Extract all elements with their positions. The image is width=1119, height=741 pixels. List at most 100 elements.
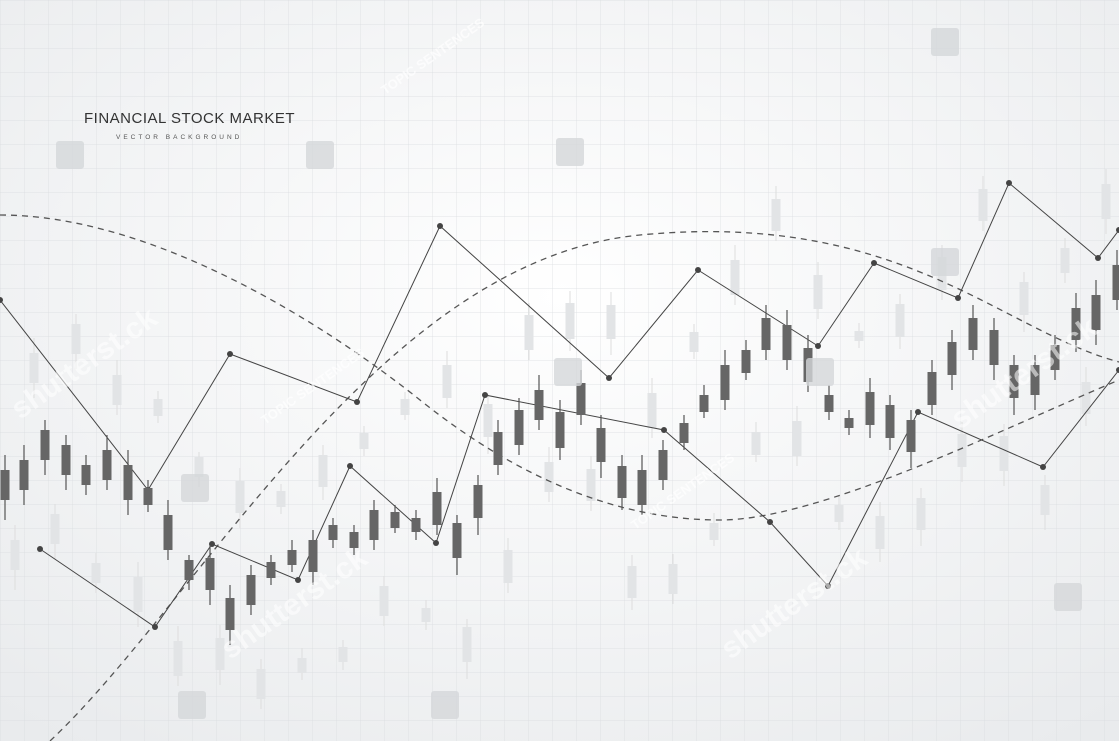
faint-body — [895, 304, 905, 337]
faint-body — [792, 421, 802, 456]
faint-body — [999, 436, 1009, 471]
title: FINANCIAL STOCK MARKET — [84, 110, 295, 127]
faint-body — [1101, 184, 1111, 219]
trend-dot — [661, 427, 667, 433]
candle-body — [452, 523, 462, 558]
candle-body — [205, 558, 215, 590]
faint-body — [194, 457, 204, 477]
candle-body — [308, 540, 318, 572]
candle-body — [761, 318, 771, 350]
candle-body — [927, 372, 937, 405]
candle-body — [1009, 365, 1019, 398]
trend-dot — [347, 463, 353, 469]
watermark-icon — [56, 141, 84, 169]
candle-body — [81, 465, 91, 485]
faint-body — [112, 375, 122, 405]
trend-dot — [1095, 255, 1101, 261]
faint-body — [29, 353, 39, 383]
trend-lines — [0, 180, 1119, 630]
dashed-curve — [0, 214, 1119, 521]
faint-body — [689, 332, 699, 352]
candle-body — [411, 518, 421, 532]
trend-dot — [354, 399, 360, 405]
faint-body — [421, 608, 431, 622]
candle-body — [1091, 295, 1101, 330]
trend-dot — [815, 343, 821, 349]
faint-body — [524, 315, 534, 350]
candle-body — [123, 465, 133, 500]
candle-body — [968, 318, 978, 350]
candle-body — [865, 392, 875, 425]
candle-body — [266, 562, 276, 578]
candle-body — [143, 488, 153, 505]
faint-body — [647, 393, 657, 428]
faint-body — [379, 586, 389, 616]
trend-dot — [825, 583, 831, 589]
candle-body — [432, 492, 442, 525]
candle-body — [617, 466, 627, 498]
faint-body — [668, 564, 678, 594]
faint-body — [730, 260, 740, 295]
candle-body — [989, 330, 999, 365]
watermark-icon — [181, 474, 209, 502]
trend-dot — [695, 267, 701, 273]
trend-dot — [433, 540, 439, 546]
faint-body — [50, 514, 60, 544]
candle-body — [637, 470, 647, 505]
faint-body — [173, 641, 183, 676]
faint-body — [153, 399, 163, 416]
candle-body — [328, 525, 338, 540]
trend-dot — [871, 260, 877, 266]
candle-body — [885, 405, 895, 438]
trend-dot — [1006, 180, 1012, 186]
candle-body — [473, 485, 483, 518]
trend-dot — [606, 375, 612, 381]
candle-body — [555, 412, 565, 448]
faint-body — [1019, 282, 1029, 315]
watermark-icon — [556, 138, 584, 166]
candle-body — [19, 460, 29, 490]
candle-body — [741, 350, 751, 373]
faint-body — [256, 669, 266, 699]
candle-body — [61, 445, 71, 475]
candle-body — [596, 428, 606, 462]
faint-body — [318, 455, 328, 487]
candle-body — [720, 365, 730, 400]
candle-body — [225, 598, 235, 630]
candle-body — [184, 560, 194, 580]
faint-body — [565, 303, 575, 339]
candle-body — [369, 510, 379, 540]
faint-body — [462, 627, 472, 662]
candle-body — [679, 423, 689, 443]
faint-body — [71, 324, 81, 354]
faint-body — [586, 469, 596, 501]
watermark-icon — [1054, 583, 1082, 611]
candle-body — [40, 430, 50, 460]
faint-body — [276, 491, 286, 507]
faint-candles — [10, 169, 1111, 709]
faint-body — [1081, 382, 1091, 414]
trend-dot — [227, 351, 233, 357]
faint-body — [709, 523, 719, 540]
faint-body — [133, 577, 143, 612]
faint-body — [297, 658, 307, 673]
faint-body — [834, 505, 844, 522]
trend-dot — [1116, 367, 1119, 373]
watermark-icon — [431, 691, 459, 719]
trend-dot — [1040, 464, 1046, 470]
faint-body — [235, 481, 245, 513]
candle-body — [1030, 365, 1040, 395]
faint-body — [1060, 248, 1070, 273]
candle-body — [287, 550, 297, 565]
candle-body — [1112, 265, 1119, 300]
faint-body — [544, 462, 554, 492]
trend-dot — [152, 624, 158, 630]
candle-body — [1050, 345, 1060, 370]
candle-body — [390, 512, 400, 528]
faint-body — [916, 498, 926, 530]
watermark-icon — [554, 358, 582, 386]
trend-dot — [0, 297, 3, 303]
faint-body — [91, 563, 101, 583]
watermark-icon — [931, 248, 959, 276]
candle-body — [246, 575, 256, 605]
